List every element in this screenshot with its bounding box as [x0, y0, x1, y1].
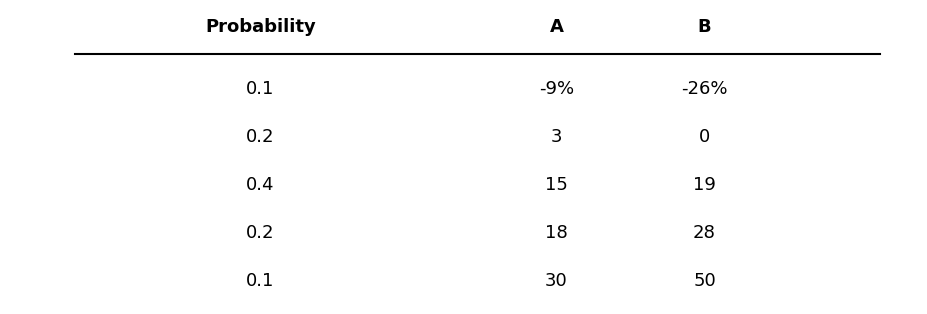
Text: 0.1: 0.1 [246, 79, 274, 98]
Text: -9%: -9% [539, 79, 574, 98]
Text: 15: 15 [544, 176, 567, 194]
Text: 0: 0 [698, 128, 709, 146]
Text: 19: 19 [692, 176, 716, 194]
Text: 0.4: 0.4 [246, 176, 274, 194]
Text: 30: 30 [544, 273, 567, 290]
Text: -26%: -26% [680, 79, 727, 98]
Text: B: B [697, 18, 711, 35]
Text: Probability: Probability [205, 18, 315, 35]
Text: A: A [549, 18, 563, 35]
Text: 50: 50 [692, 273, 715, 290]
Text: 28: 28 [692, 224, 716, 242]
Text: 0.1: 0.1 [246, 273, 274, 290]
Text: 0.2: 0.2 [246, 224, 274, 242]
Text: 18: 18 [544, 224, 567, 242]
Text: 3: 3 [551, 128, 562, 146]
Text: 0.2: 0.2 [246, 128, 274, 146]
